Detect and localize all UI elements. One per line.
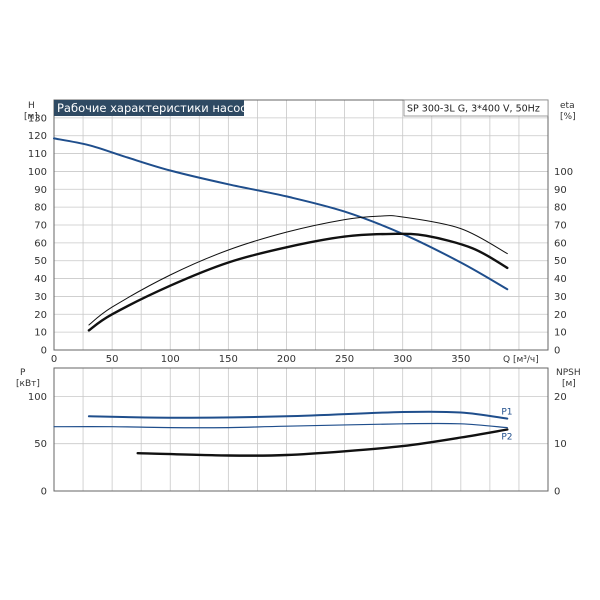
x-tick-label: 250 <box>335 354 354 365</box>
power-tick-label: 100 <box>28 392 47 403</box>
top-chart-ticks: 0 50 100 150 200 250 300 3500102030405060708090… <box>28 113 573 365</box>
y-right-tick-label: 20 <box>554 310 567 321</box>
bottom-chart-ticks: 0 50 100 0 10 20 <box>28 392 567 498</box>
series-line-NPSH <box>136 428 509 457</box>
y-right-tick-label: 10 <box>554 328 567 339</box>
y-left-tick-label: 50 <box>34 256 47 267</box>
top-chart: Рабочие характеристики насоса SP 300-3L … <box>24 99 576 365</box>
y-left-tick-label: 40 <box>34 274 47 285</box>
y-axis-left-unit: [м] <box>24 112 38 122</box>
y-left-tick-label: 70 <box>34 221 47 232</box>
power-axis-label: P <box>20 368 26 378</box>
x-tick-label: 300 <box>393 354 412 365</box>
y-right-tick-label: 40 <box>554 274 567 285</box>
y-right-tick-label: 50 <box>554 256 567 267</box>
x-tick-label: 50 <box>106 354 119 365</box>
y-axis-left-label: H <box>28 101 35 111</box>
x-axis-label: Q [м³/ч] <box>503 355 539 365</box>
series-line-eta_thick <box>87 232 509 332</box>
bottom-chart-series: P1 P2 <box>53 408 512 457</box>
series-label-P1: P1 <box>501 408 512 418</box>
series-label-P2: P2 <box>501 433 512 443</box>
npsh-tick-label: 0 <box>554 487 560 498</box>
npsh-axis-unit: [м] <box>562 379 576 389</box>
y-left-tick-label: 20 <box>34 310 47 321</box>
series-line-H <box>53 137 509 291</box>
x-tick-label: 200 <box>277 354 296 365</box>
power-axis-unit: [кВт] <box>16 379 40 389</box>
y-right-tick-label: 90 <box>554 185 567 196</box>
bottom-chart-frame <box>53 367 549 492</box>
series-line-P2 <box>53 422 508 429</box>
y-axis-right-label: eta <box>560 101 575 111</box>
x-tick-label: 0 <box>51 354 57 365</box>
series-line-P1 <box>87 410 509 420</box>
bottom-chart-grid <box>54 368 549 491</box>
y-right-tick-label: 80 <box>554 203 567 214</box>
npsh-tick-label: 10 <box>554 439 567 450</box>
y-right-tick-label: 70 <box>554 221 567 232</box>
y-left-tick-label: 60 <box>34 238 47 249</box>
top-chart-grid <box>54 100 549 350</box>
y-right-tick-label: 100 <box>554 167 573 178</box>
y-left-tick-label: 100 <box>28 167 47 178</box>
npsh-tick-label: 20 <box>554 392 567 403</box>
top-chart-series <box>53 137 509 332</box>
power-tick-label: 0 <box>41 487 47 498</box>
top-chart-frame <box>53 99 549 351</box>
x-tick-label: 150 <box>219 354 238 365</box>
y-right-tick-label: 60 <box>554 238 567 249</box>
chart-title: Рабочие характеристики насоса <box>57 101 254 115</box>
y-left-tick-label: 120 <box>28 131 47 142</box>
bottom-chart: 0 50 100 0 10 20 P [кВт] NPSH [м] P1 P2 <box>16 367 581 498</box>
series-line-eta_thin <box>88 215 508 326</box>
y-left-tick-label: 0 <box>41 346 47 357</box>
model-label-box <box>403 99 549 117</box>
y-left-tick-label: 30 <box>34 292 47 303</box>
power-tick-label: 50 <box>34 439 47 450</box>
y-right-tick-label: 0 <box>554 346 560 357</box>
chart-title-background <box>54 100 244 116</box>
x-tick-label: 350 <box>451 354 470 365</box>
y-axis-right-unit: [%] <box>560 112 576 122</box>
y-left-tick-label: 110 <box>28 149 47 160</box>
y-left-tick-label: 80 <box>34 203 47 214</box>
x-tick-label: 100 <box>161 354 180 365</box>
y-right-tick-label: 30 <box>554 292 567 303</box>
y-left-tick-label: 90 <box>34 185 47 196</box>
model-label: SP 300-3L G, 3*400 V, 50Hz <box>407 104 540 115</box>
npsh-axis-label: NPSH <box>556 368 581 378</box>
y-left-tick-label: 10 <box>34 328 47 339</box>
y-left-tick-label: 130 <box>28 113 47 124</box>
